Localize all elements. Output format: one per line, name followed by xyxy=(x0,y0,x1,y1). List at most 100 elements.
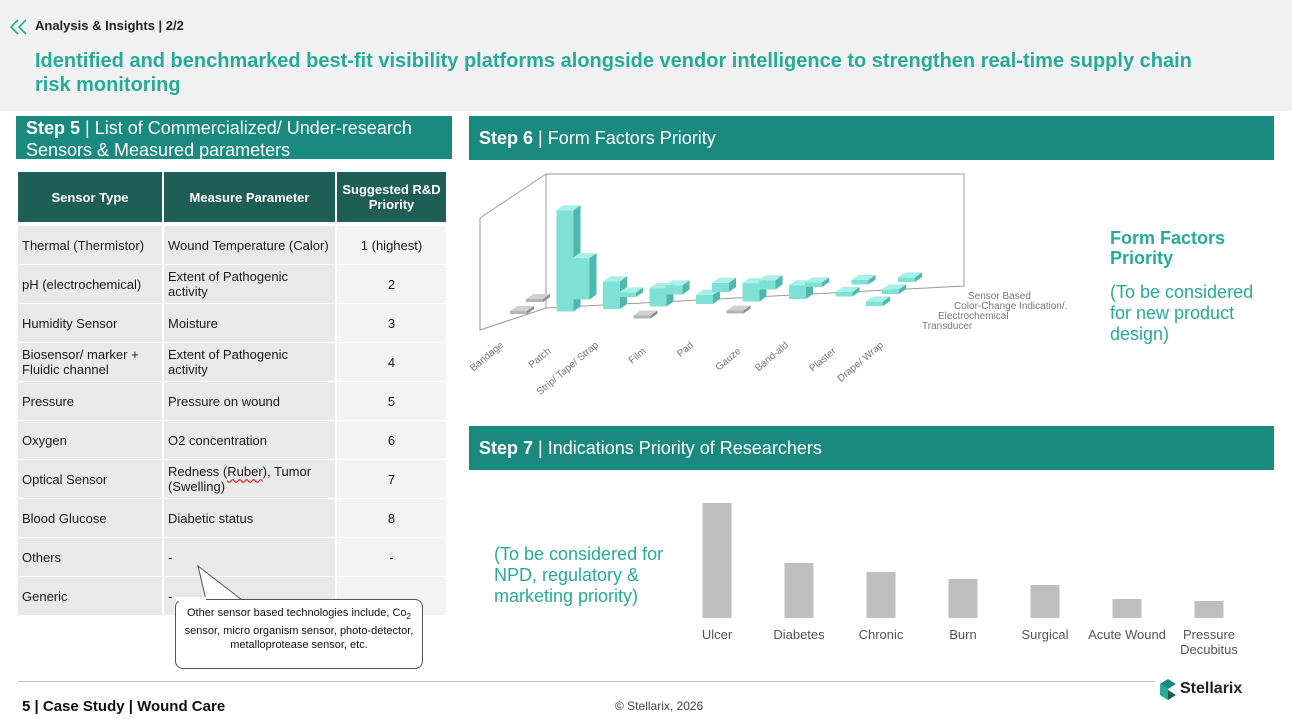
chart-bar-side xyxy=(682,280,690,295)
chart-bar-top xyxy=(866,296,890,302)
table-row: Blood Glucose Diabetic status 8 xyxy=(18,499,446,538)
chart-bar xyxy=(1112,599,1142,618)
chart-bar-side xyxy=(636,287,643,297)
step6-header: Step 6 | Form Factors Priority xyxy=(469,116,1274,160)
indications-bar-chart: Ulcer Diabetes Chronic Burn Surgical Acute Wo… xyxy=(702,503,1238,657)
sensor-type-cell: Oxygen xyxy=(18,421,164,460)
chart-bar-top xyxy=(556,205,581,211)
chart-bar-side xyxy=(775,275,783,290)
priority-cell: 7 xyxy=(337,460,446,499)
chart-bar-front xyxy=(789,285,806,299)
callout-text-a: Other sensor based technologies include,… xyxy=(187,607,407,619)
chart-bar-side xyxy=(868,274,876,285)
chart-series-label: Color-Change Indication/. xyxy=(954,301,1067,312)
chart-bar-top xyxy=(665,280,690,286)
chart-bar-side xyxy=(589,253,597,300)
priority-cell: 3 xyxy=(337,304,446,343)
table-row: Others - - xyxy=(18,538,446,577)
chart-bar xyxy=(866,572,896,618)
chart-category-label: Pressure xyxy=(1183,627,1235,642)
chart-bar-front xyxy=(556,210,574,312)
double-chevron-left-icon[interactable] xyxy=(8,18,30,36)
measure-parameter-cell: Pressure on wound xyxy=(164,382,337,421)
chart-category-label: Diabetes xyxy=(773,627,825,642)
footer-copyright: © Stellarix, 2026 xyxy=(615,699,704,713)
chart-bar-front xyxy=(665,285,683,295)
chart-bar xyxy=(784,563,814,618)
chart-category-label: Plaster xyxy=(808,345,839,374)
chart-bar-top xyxy=(726,305,751,311)
page-headline: Identified and benchmarked best-fit visi… xyxy=(35,50,1192,96)
param-text-a: Redness ( xyxy=(168,464,228,479)
chart-bar-side xyxy=(729,277,736,292)
chart-bar-top xyxy=(712,277,736,283)
sensor-type-cell: Others xyxy=(18,538,164,577)
callout-text-b: sensor, micro organism sensor, photo-det… xyxy=(184,625,414,652)
chart-bar-top xyxy=(851,274,876,280)
table-row: pH (electrochemical) Extent of Pathogenic… xyxy=(18,265,446,304)
chart-bar-front xyxy=(726,310,744,314)
chart-bar-front xyxy=(572,258,590,300)
chart-bar-front xyxy=(882,289,899,294)
sensor-type-cell: Generic xyxy=(18,577,164,616)
sensor-type-cell: pH (electrochemical) xyxy=(18,265,164,304)
chart-bar-front xyxy=(835,291,853,297)
chart-bar-top xyxy=(603,276,627,282)
sensor-type-cell: Thermal (Thermistor) xyxy=(18,226,164,265)
chart-bar-front xyxy=(510,311,527,314)
measure-parameter-cell: Moisture xyxy=(164,304,337,343)
chart-bar-side xyxy=(527,306,534,314)
chart-bar xyxy=(948,579,978,618)
chart-bar-3d xyxy=(805,277,829,287)
chart-bar-top xyxy=(572,253,597,259)
sensor-table: Sensor Type Measure Parameter Suggested … xyxy=(18,172,446,616)
chart-category-label: Pad xyxy=(675,340,696,360)
chart-bar-side xyxy=(852,286,860,297)
chart-bar-3d xyxy=(726,305,751,314)
priority-cell: 8 xyxy=(337,499,446,538)
table-row: Biosensor/ marker + Fluidic channel Exten… xyxy=(18,343,446,382)
callout-mask xyxy=(176,597,206,601)
column-header-sensor-type: Sensor Type xyxy=(18,172,164,226)
chart-bar-top xyxy=(835,286,860,292)
sensor-type-cell: Optical Sensor xyxy=(18,460,164,499)
sensor-type-cell: Pressure xyxy=(18,382,164,421)
chart-category-label: Patch xyxy=(527,346,554,371)
chart-bar-3d xyxy=(572,253,597,300)
chart-category-label: Surgical xyxy=(1022,627,1069,642)
chart-bar-front xyxy=(898,277,915,282)
step5-label: Step 5 xyxy=(26,118,81,138)
chart-bar-3d xyxy=(851,274,876,285)
column-header-priority: Suggested R&D Priority xyxy=(337,172,446,226)
form-factors-side-title: Form Factors Priority xyxy=(1110,228,1226,268)
chart-bar-top xyxy=(526,294,550,299)
header-band xyxy=(0,0,1292,111)
chart-bar-top xyxy=(882,284,906,290)
chart-category-label: Burn xyxy=(949,627,976,642)
chart-series-label: Electrochemical xyxy=(938,311,1009,322)
chart-bar-3d xyxy=(526,294,550,302)
form-factors-side-note: (To be considered for new product design… xyxy=(1110,282,1254,344)
chart-category-label: Gauze xyxy=(714,346,744,374)
chart-bar-front xyxy=(603,281,620,309)
chart-bar-3d xyxy=(866,296,890,306)
measure-parameter-cell: Wound Temperature (Calor) xyxy=(164,226,337,265)
indications-side-note: (To be considered for NPD, regulatory & … xyxy=(494,544,664,606)
chart-bar-top xyxy=(805,277,829,283)
priority-cell: 2 xyxy=(337,265,446,304)
step7-title: Indications Priority of Researchers xyxy=(547,438,822,458)
chart-bar-front xyxy=(633,315,651,319)
chart-bar-side xyxy=(822,277,829,287)
chart-bar-top xyxy=(898,272,922,278)
chart-bar-front xyxy=(851,279,869,285)
step7-header: Step 7 | Indications Priority of Researc… xyxy=(469,426,1274,470)
stellarix-logo-icon xyxy=(1160,679,1176,700)
chart-bar-3d xyxy=(882,284,906,294)
chart-bar-front xyxy=(805,282,822,287)
measure-parameter-cell: O2 concentration xyxy=(164,421,337,460)
measure-parameter-cell: Diabetic status xyxy=(164,499,337,538)
spellcheck-word: Ruber xyxy=(227,464,263,479)
chart-bar-3d xyxy=(712,277,736,292)
chart-back-wall xyxy=(545,173,965,309)
